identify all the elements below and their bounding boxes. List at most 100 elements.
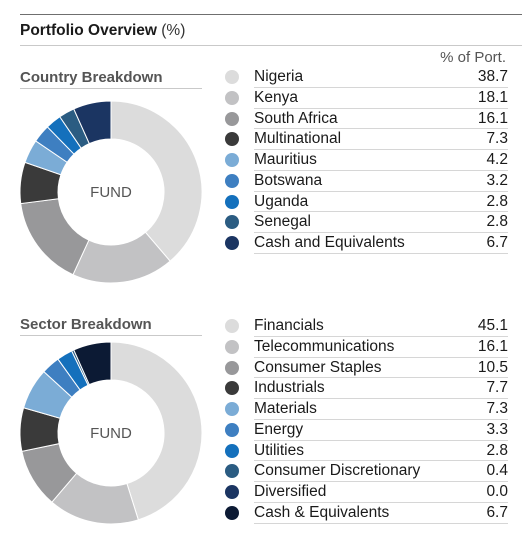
legend-value: 38.7 (477, 68, 508, 85)
legend-swatch (225, 381, 239, 396)
legend-row-rule (254, 377, 508, 379)
legend-value: 3.3 (486, 420, 508, 438)
country-legend: Nigeria 38.7 Kenya 18.1 South Africa 16.1 Mult… (224, 67, 508, 254)
legend-row: Mauritius 4.2 (224, 150, 508, 171)
legend-row-rule (254, 335, 508, 337)
legend-swatch (225, 485, 239, 499)
legend-value: 7.3 (486, 400, 508, 417)
legend-row: Diversified 0.0 (224, 482, 508, 503)
legend-row-rule (254, 356, 508, 358)
legend-row: Telecommunications 16.1 (224, 337, 508, 358)
legend-swatch (225, 153, 239, 167)
sector-section-rule (20, 335, 202, 336)
legend-swatch (225, 90, 239, 105)
legend-row-rule (254, 398, 508, 399)
legend-swatch (225, 215, 239, 230)
donut-slice-nigeria (110, 100, 203, 262)
legend-row-rule (254, 439, 508, 441)
legend-row: South Africa 16.1 (224, 109, 508, 130)
sector-section-title: Sector Breakdown (20, 316, 152, 333)
legend-label: Multinational (254, 130, 342, 148)
legend-label: Materials (254, 400, 317, 417)
legend-label: Consumer Discretionary (254, 462, 421, 480)
legend-label: Mauritius (254, 151, 317, 168)
donut-slice-south-africa (20, 198, 90, 276)
legend-row: Kenya 18.1 (224, 88, 508, 109)
legend-row: Energy 3.3 (224, 420, 508, 441)
legend-label: Telecommunications (254, 337, 395, 355)
legend-swatch (225, 443, 239, 458)
legend-swatch (225, 464, 239, 479)
legend-label: Nigeria (254, 68, 304, 85)
legend-value: 16.1 (477, 109, 508, 127)
legend-swatch (225, 132, 239, 147)
legend-row: Materials 7.3 (224, 399, 508, 420)
legend-row: Consumer Discretionary 0.4 (224, 461, 508, 482)
legend-value: 0.0 (486, 483, 508, 500)
legend-label: South Africa (254, 109, 338, 127)
legend-row-rule (254, 86, 508, 88)
top-rule (20, 14, 522, 15)
donut-slice-cash-and-equivalents (73, 100, 112, 145)
legend-row-rule (254, 418, 508, 420)
legend-row-rule (254, 522, 508, 524)
legend-row: Multinational 7.3 (224, 129, 508, 150)
country-donut-center-label: FUND (90, 184, 132, 201)
sector-donut-center-label: FUND (90, 425, 132, 442)
title-unit: (%) (161, 22, 186, 39)
legend-label: Consumer Staples (254, 358, 382, 376)
legend-row: Cash & Equivalents 6.7 (224, 503, 508, 524)
title-text: Portfolio Overview (20, 22, 157, 39)
legend-swatch (225, 70, 239, 84)
legend-value: 45.1 (477, 317, 508, 334)
legend-row-rule (254, 190, 508, 192)
column-header: % of Port. (440, 49, 506, 66)
legend-row: Nigeria 38.7 (224, 67, 508, 88)
legend-row: Utilities 2.8 (224, 441, 508, 462)
legend-row: Cash and Equivalents 6.7 (224, 233, 508, 254)
legend-value: 3.2 (486, 171, 508, 189)
legend-label: Cash & Equivalents (254, 503, 390, 521)
legend-row: Financials 45.1 (224, 316, 508, 337)
legend-swatch (225, 360, 239, 375)
sector-donut-chart: FUND (19, 341, 203, 525)
legend-swatch (225, 505, 239, 520)
legend-label: Financials (254, 317, 324, 334)
legend-label: Botswana (254, 171, 323, 189)
legend-value: 2.8 (486, 192, 508, 210)
legend-row: Consumer Staples 10.5 (224, 358, 508, 379)
legend-label: Diversified (254, 483, 327, 500)
country-section-rule (20, 88, 202, 89)
legend-row: Botswana 3.2 (224, 171, 508, 192)
legend-label: Senegal (254, 213, 311, 231)
legend-swatch (225, 422, 239, 437)
legend-label: Energy (254, 420, 304, 438)
legend-swatch (225, 173, 239, 188)
legend-row: Senegal 2.8 (224, 212, 508, 233)
legend-row-rule (254, 149, 508, 150)
page-title: Portfolio Overview (%) (20, 22, 185, 40)
legend-swatch (225, 319, 239, 333)
legend-value: 0.4 (486, 462, 508, 480)
legend-swatch (225, 111, 239, 126)
legend-row-rule (254, 211, 508, 213)
country-section-title: Country Breakdown (20, 69, 163, 86)
legend-swatch (225, 402, 239, 416)
legend-swatch (225, 194, 239, 209)
legend-row: Industrials 7.7 (224, 378, 508, 399)
country-donut-chart: FUND (19, 100, 203, 284)
legend-row-rule (254, 107, 508, 109)
legend-value: 7.7 (486, 379, 508, 397)
legend-label: Cash and Equivalents (254, 234, 405, 251)
legend-value: 7.3 (486, 130, 508, 148)
legend-row-rule (254, 232, 508, 233)
legend-value: 10.5 (477, 358, 508, 376)
legend-value: 2.8 (486, 213, 508, 231)
legend-value: 18.1 (477, 88, 508, 106)
legend-swatch (225, 236, 239, 250)
legend-label: Kenya (254, 88, 298, 106)
legend-row-rule (254, 169, 508, 171)
legend-row-rule (254, 460, 508, 462)
legend-label: Uganda (254, 192, 309, 210)
legend-value: 4.2 (486, 151, 508, 168)
